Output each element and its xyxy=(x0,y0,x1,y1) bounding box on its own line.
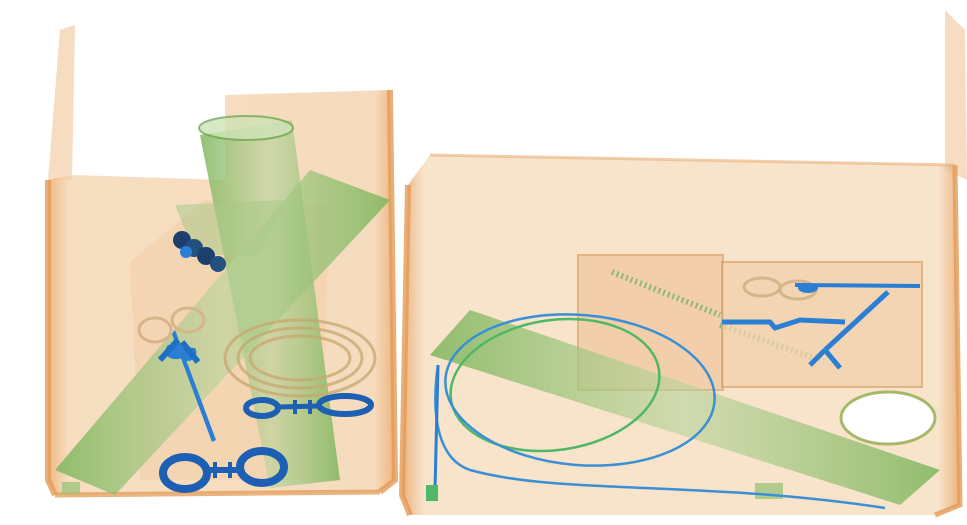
right-ring xyxy=(839,390,937,446)
right-compasses xyxy=(722,283,921,370)
left-coiled-rope xyxy=(223,318,377,398)
right-cable-loop xyxy=(426,313,886,510)
left-tube-b xyxy=(55,170,390,495)
left-handcuffs-large xyxy=(159,447,288,493)
left-scissors xyxy=(137,306,216,442)
left-handcuffs-small xyxy=(243,393,374,419)
left-tube-c xyxy=(175,200,285,255)
right-long-tube xyxy=(430,310,940,505)
left-dark-cluster xyxy=(173,231,226,272)
